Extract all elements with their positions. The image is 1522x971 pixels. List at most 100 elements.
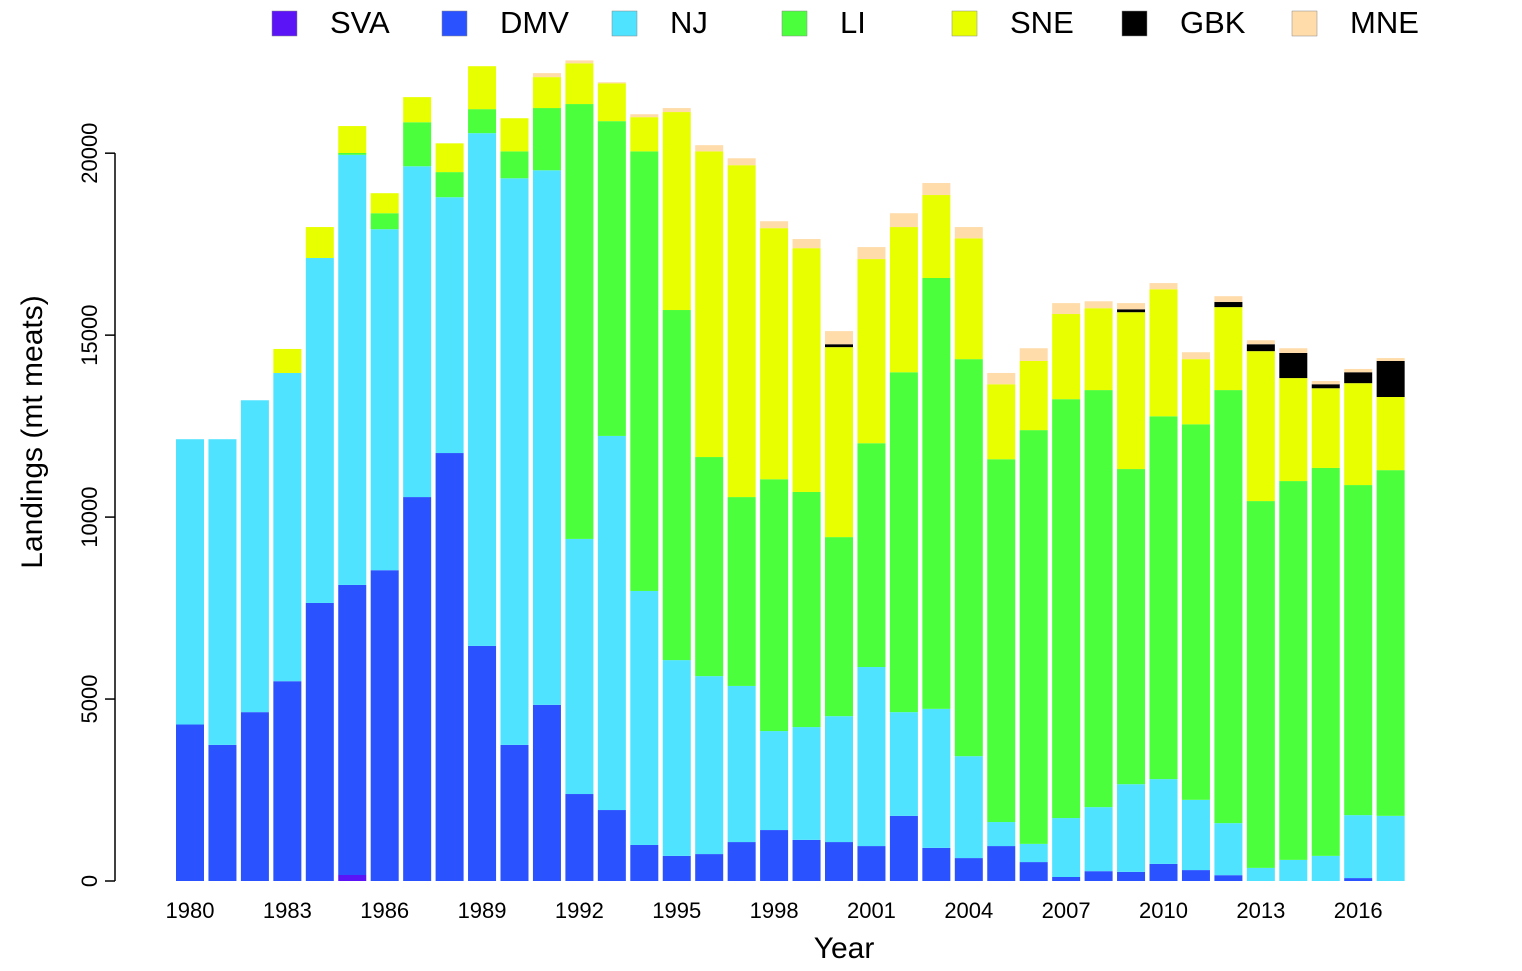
bar-segment (1344, 485, 1373, 816)
bar-segment (435, 453, 464, 881)
bar-segment (1052, 818, 1081, 877)
bar-segment (338, 584, 367, 875)
legend-swatch (271, 10, 298, 37)
bar-segment (954, 858, 983, 881)
bar-segment (1084, 301, 1113, 309)
bar-segment (565, 63, 594, 105)
bar-segment (630, 117, 659, 152)
bar-segment (240, 712, 269, 881)
x-tick-label: 1998 (750, 898, 799, 923)
bar-segment (1084, 871, 1113, 881)
bar-segment (1181, 424, 1210, 800)
bar-segment (176, 724, 204, 881)
bar-segment (240, 400, 269, 713)
x-tick-label: 2001 (847, 898, 896, 923)
bar-segment (1117, 784, 1146, 872)
bar-segment (1214, 296, 1243, 303)
bar-segment (630, 590, 659, 845)
bar-segment (338, 874, 367, 881)
bar-segment (500, 178, 529, 745)
y-axis-title: Landings (mt meats) (16, 295, 49, 568)
bar-segment (825, 347, 853, 538)
bar-segment (1117, 309, 1146, 313)
bar-segment (922, 708, 951, 848)
bar-segment (532, 704, 561, 881)
bar-segment (1311, 467, 1340, 856)
bar-segment (305, 602, 334, 881)
legend-label: NJ (670, 5, 708, 40)
bar-segment (727, 158, 756, 166)
bar-segment (987, 822, 1016, 847)
bar-segment (1019, 348, 1048, 361)
bar-segment (1181, 359, 1210, 425)
bar-segment (1019, 862, 1048, 881)
bar-segment (468, 109, 497, 134)
bar-segment (662, 310, 691, 661)
bar-segment (1117, 469, 1146, 785)
x-tick-label: 1986 (360, 898, 409, 923)
bar-segment (630, 114, 659, 118)
legend-label: SNE (1010, 5, 1074, 40)
bar-segment (1246, 344, 1275, 352)
bar-segment (532, 73, 561, 78)
bar-segment (468, 133, 497, 646)
bar-segment (597, 810, 626, 881)
legend-swatch (611, 10, 638, 37)
legend-label: SVA (330, 5, 390, 40)
bar-segment (500, 151, 529, 179)
bar-segment (1246, 867, 1275, 881)
bar-segment (1117, 871, 1146, 881)
bar-segment (857, 247, 886, 260)
bar-segment (370, 229, 399, 571)
bar-segment (500, 118, 529, 152)
bar-segment (760, 221, 789, 229)
legend-label: LI (840, 5, 866, 40)
legend-label: DMV (500, 5, 569, 40)
bar-segment (403, 122, 432, 167)
y-tick-label: 15000 (77, 305, 102, 366)
y-tick-label: 10000 (77, 486, 102, 547)
bar-segment (597, 435, 626, 811)
bar-segment (922, 847, 951, 881)
x-tick-label: 1983 (263, 898, 312, 923)
bar-segment (1084, 308, 1113, 391)
x-axis-title: Year (814, 932, 875, 965)
bar-segment (565, 104, 594, 539)
legend-swatch (781, 10, 808, 37)
bar-segment (987, 372, 1016, 385)
bar-segment (857, 667, 886, 847)
bar-segment (1376, 358, 1405, 361)
bar-segment (1246, 340, 1275, 345)
bar-segment (695, 854, 724, 881)
bar-segment (857, 259, 886, 444)
bar-segment (825, 331, 853, 345)
bar-segment (987, 846, 1016, 881)
bar-segment (1084, 390, 1113, 808)
bar-segment (176, 439, 204, 725)
bar-segment (370, 213, 399, 230)
bar-segment (370, 193, 399, 214)
bar-segment (1376, 470, 1405, 816)
bar-segment (1311, 855, 1340, 881)
bar-segment (792, 727, 821, 840)
bar-segment (727, 497, 756, 686)
bar-segment (1246, 501, 1275, 868)
bar-segment (338, 154, 367, 585)
x-tick-label: 1989 (458, 898, 507, 923)
bar-segment (889, 712, 918, 816)
bar-segment (403, 497, 432, 881)
bar-segment (922, 277, 951, 709)
bar-segment (1246, 351, 1275, 502)
bar-segment (1019, 430, 1048, 844)
bar-segment (532, 108, 561, 171)
bar-segment (468, 66, 497, 110)
bar-segment (565, 538, 594, 795)
bar-segment (760, 731, 789, 831)
bar-segment (1019, 843, 1048, 863)
bar-segment (1279, 481, 1308, 860)
bar-segment (922, 195, 951, 278)
bar-segment (987, 384, 1016, 460)
bar-segment (889, 372, 918, 713)
bar-segment (1279, 378, 1308, 482)
